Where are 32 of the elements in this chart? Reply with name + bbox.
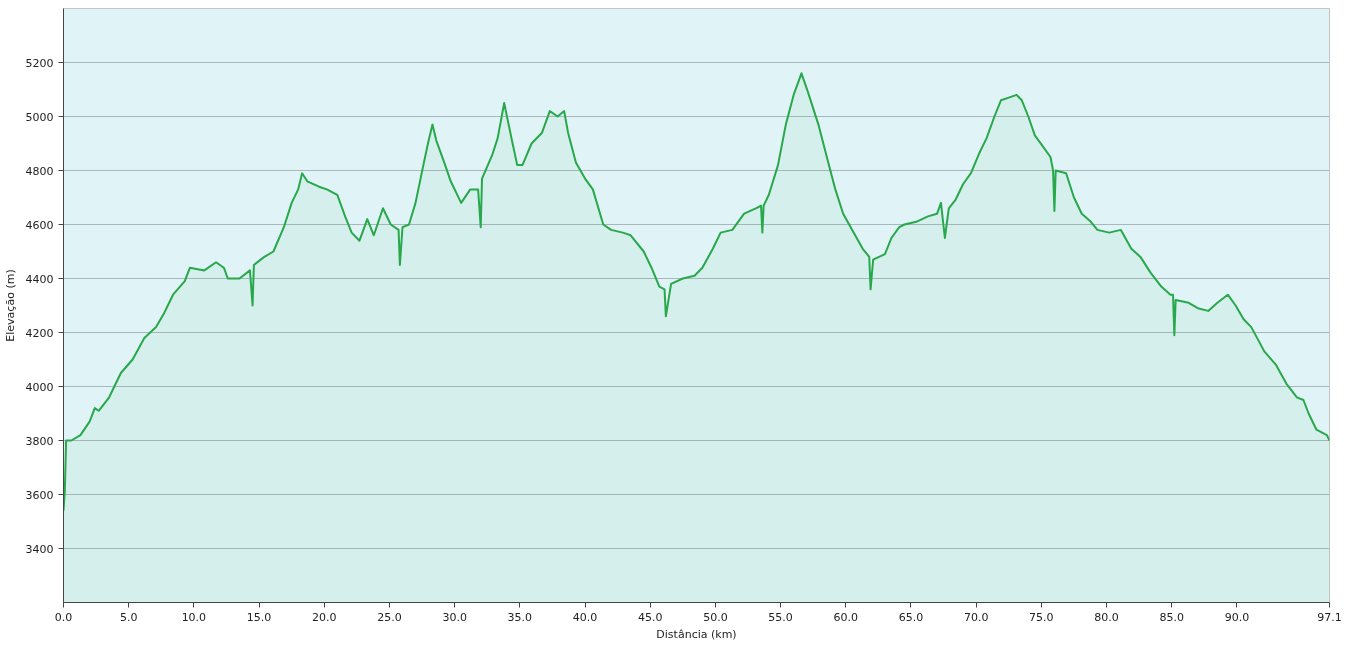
x-tick-label: 15.0 (246, 610, 272, 624)
x-tick-label: 70.0 (963, 610, 989, 624)
x-tick-label: 5.0 (119, 610, 138, 624)
y-axis-title: Elevação (m) (3, 269, 17, 342)
x-tick-label: 60.0 (833, 610, 859, 624)
y-tick-label: 3800 (25, 434, 54, 448)
y-tick-label: 3600 (25, 488, 54, 502)
x-tick-label: 40.0 (572, 610, 598, 624)
y-tick-label: 5200 (25, 56, 54, 70)
y-tick-label: 3400 (25, 542, 54, 556)
x-tick-label: 25.0 (377, 610, 402, 624)
y-tick-label: 4800 (25, 164, 54, 178)
x-tick-label: 75.0 (1029, 610, 1054, 624)
x-tick-label: 45.0 (637, 610, 663, 624)
x-tick-label: 97.1 (1317, 610, 1342, 624)
x-tick-label: 35.0 (507, 610, 533, 624)
x-tick-label: 20.0 (312, 610, 337, 624)
y-tick-label: 4000 (25, 380, 54, 394)
x-tick-label: 85.0 (1159, 610, 1184, 624)
x-tick-label: 50.0 (703, 610, 728, 624)
x-tick-label: 30.0 (442, 610, 467, 624)
x-tick-label: 80.0 (1094, 610, 1119, 624)
x-tick-label: 55.0 (768, 610, 793, 624)
x-axis-title: Distância (km) (656, 627, 737, 641)
x-tick-label: 0.0 (54, 610, 73, 624)
y-tick-label: 4200 (25, 326, 54, 340)
x-tick-label: 10.0 (181, 610, 207, 624)
x-tick-label: 65.0 (898, 610, 924, 624)
x-tick-label: 90.0 (1224, 610, 1250, 624)
y-tick-label: 4600 (25, 218, 54, 232)
y-tick-label: 4400 (25, 272, 54, 286)
y-tick-label: 5000 (25, 110, 54, 124)
